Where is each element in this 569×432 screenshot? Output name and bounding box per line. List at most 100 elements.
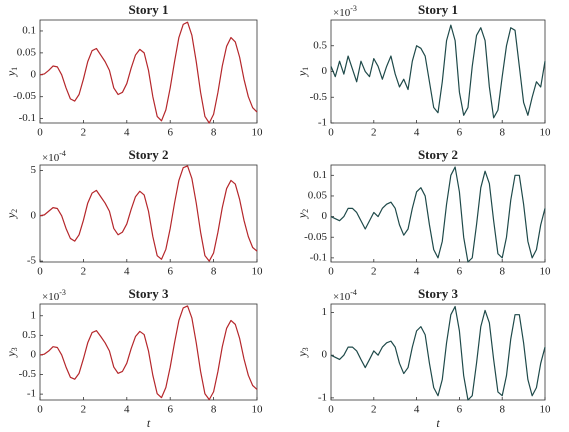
y-label-subscript: 3 — [10, 347, 19, 351]
y-tick-label: 5 — [31, 164, 37, 176]
x-tick-label: 6 — [457, 404, 463, 416]
line — [39, 305, 258, 401]
axes-box — [330, 164, 546, 263]
y-tick-label: -0.05 — [304, 231, 327, 243]
y-tick-label: 0.5 — [313, 39, 327, 51]
y-tick-label: -1 — [27, 388, 36, 400]
y-scale-exponent: -3 — [59, 288, 66, 297]
y-label-text: y — [295, 212, 309, 219]
y-label-subscript: 3 — [301, 347, 310, 351]
y-label-subscript: 2 — [301, 209, 310, 213]
line — [330, 24, 546, 119]
y-tick-label: 0.05 — [308, 189, 328, 201]
axes-box — [39, 164, 258, 263]
y-tick-label: -1 — [318, 391, 327, 403]
y-tick-label: 1 — [31, 309, 37, 321]
x-tick-label: 0 — [328, 127, 334, 139]
x-tick-label: 8 — [211, 127, 217, 139]
subplot-title: Story 2 — [128, 147, 168, 162]
y-scale-exponent: -3 — [350, 4, 357, 13]
y-axis-label: y3 — [4, 347, 19, 357]
y-tick-label: 0.05 — [17, 46, 37, 58]
y-scale-exponent: -4 — [59, 149, 66, 158]
y-tick-label: 0 — [31, 209, 37, 221]
y-axis-label: y2 — [4, 209, 19, 219]
x-tick-label: 8 — [499, 404, 505, 416]
y-scale-base: ×10 — [42, 291, 60, 303]
y-tick-label: 0.1 — [313, 169, 327, 181]
y-scale-label: ×10-3 — [42, 288, 66, 303]
y-tick-label: 0 — [322, 210, 328, 222]
x-tick-label: 0 — [328, 266, 334, 278]
y-label-subscript: 1 — [301, 67, 310, 71]
axes-box — [330, 19, 546, 124]
line — [39, 165, 258, 262]
x-axis-label: t — [147, 416, 151, 430]
x-tick-label: 10 — [252, 266, 264, 278]
x-tick-label: 6 — [457, 127, 463, 139]
subplot-title: Story 1 — [418, 2, 458, 17]
y-scale-base: ×10 — [42, 152, 60, 164]
x-tick-label: 0 — [37, 404, 43, 416]
axes-box — [39, 19, 258, 124]
y-tick-label: -1 — [318, 117, 327, 129]
y-label-text: y — [295, 351, 309, 358]
x-tick-label: 6 — [167, 404, 173, 416]
x-tick-label: 2 — [371, 404, 377, 416]
y-tick-label: -0.1 — [19, 112, 36, 124]
y-tick-label: -0.5 — [310, 91, 328, 103]
x-tick-label: 8 — [499, 266, 505, 278]
y-axis-label: y1 — [4, 67, 19, 77]
x-tick-label: 4 — [124, 266, 130, 278]
x-tick-label: 6 — [167, 127, 173, 139]
x-tick-label: 2 — [81, 404, 87, 416]
subplot-title: Story 2 — [418, 147, 458, 162]
y-tick-label: 0.5 — [22, 329, 36, 341]
y-scale-label: ×10-4 — [42, 149, 66, 164]
x-tick-label: 10 — [252, 127, 264, 139]
y-tick-label: -0.05 — [13, 90, 36, 102]
x-tick-label: 4 — [414, 266, 420, 278]
subplot-title: Story 3 — [418, 286, 459, 301]
x-tick-label: 4 — [414, 404, 420, 416]
y-tick-label: 1 — [322, 306, 328, 318]
x-tick-label: 6 — [457, 266, 463, 278]
x-tick-label: 10 — [540, 266, 552, 278]
line — [39, 21, 258, 124]
y-tick-label: -5 — [27, 255, 37, 267]
y-tick-label: 0 — [31, 348, 37, 360]
y-scale-label: ×10-3 — [333, 4, 357, 19]
x-tick-label: 10 — [252, 404, 264, 416]
x-tick-label: 10 — [540, 404, 552, 416]
y-label-text: y — [4, 70, 18, 77]
line — [330, 166, 546, 263]
x-tick-label: 0 — [37, 266, 43, 278]
x-tick-label: 2 — [371, 127, 377, 139]
y-scale-label: ×10-4 — [333, 288, 357, 303]
y-tick-label: -0.5 — [19, 368, 37, 380]
y-axis-label: y1 — [295, 67, 310, 77]
x-tick-label: 8 — [211, 266, 217, 278]
axes-box — [330, 303, 546, 401]
y-tick-label: 0 — [322, 349, 328, 361]
y-tick-label: 0 — [31, 68, 37, 80]
axes-box — [39, 303, 258, 401]
y-label-subscript: 1 — [10, 67, 19, 71]
y-label-text: y — [295, 70, 309, 77]
x-tick-label: 6 — [167, 266, 173, 278]
x-tick-label: 2 — [371, 266, 377, 278]
x-tick-label: 10 — [540, 127, 552, 139]
x-tick-label: 2 — [81, 127, 87, 139]
subplot-title: Story 3 — [128, 286, 169, 301]
x-tick-label: 4 — [414, 127, 420, 139]
x-tick-label: 4 — [124, 404, 130, 416]
y-scale-base: ×10 — [333, 291, 351, 303]
x-tick-label: 8 — [211, 404, 217, 416]
x-tick-label: 0 — [328, 404, 334, 416]
y-scale-base: ×10 — [333, 7, 351, 19]
y-label-text: y — [4, 351, 18, 358]
y-tick-label: 0.1 — [22, 24, 36, 36]
y-label-text: y — [4, 212, 18, 219]
y-tick-label: -0.1 — [310, 251, 327, 263]
